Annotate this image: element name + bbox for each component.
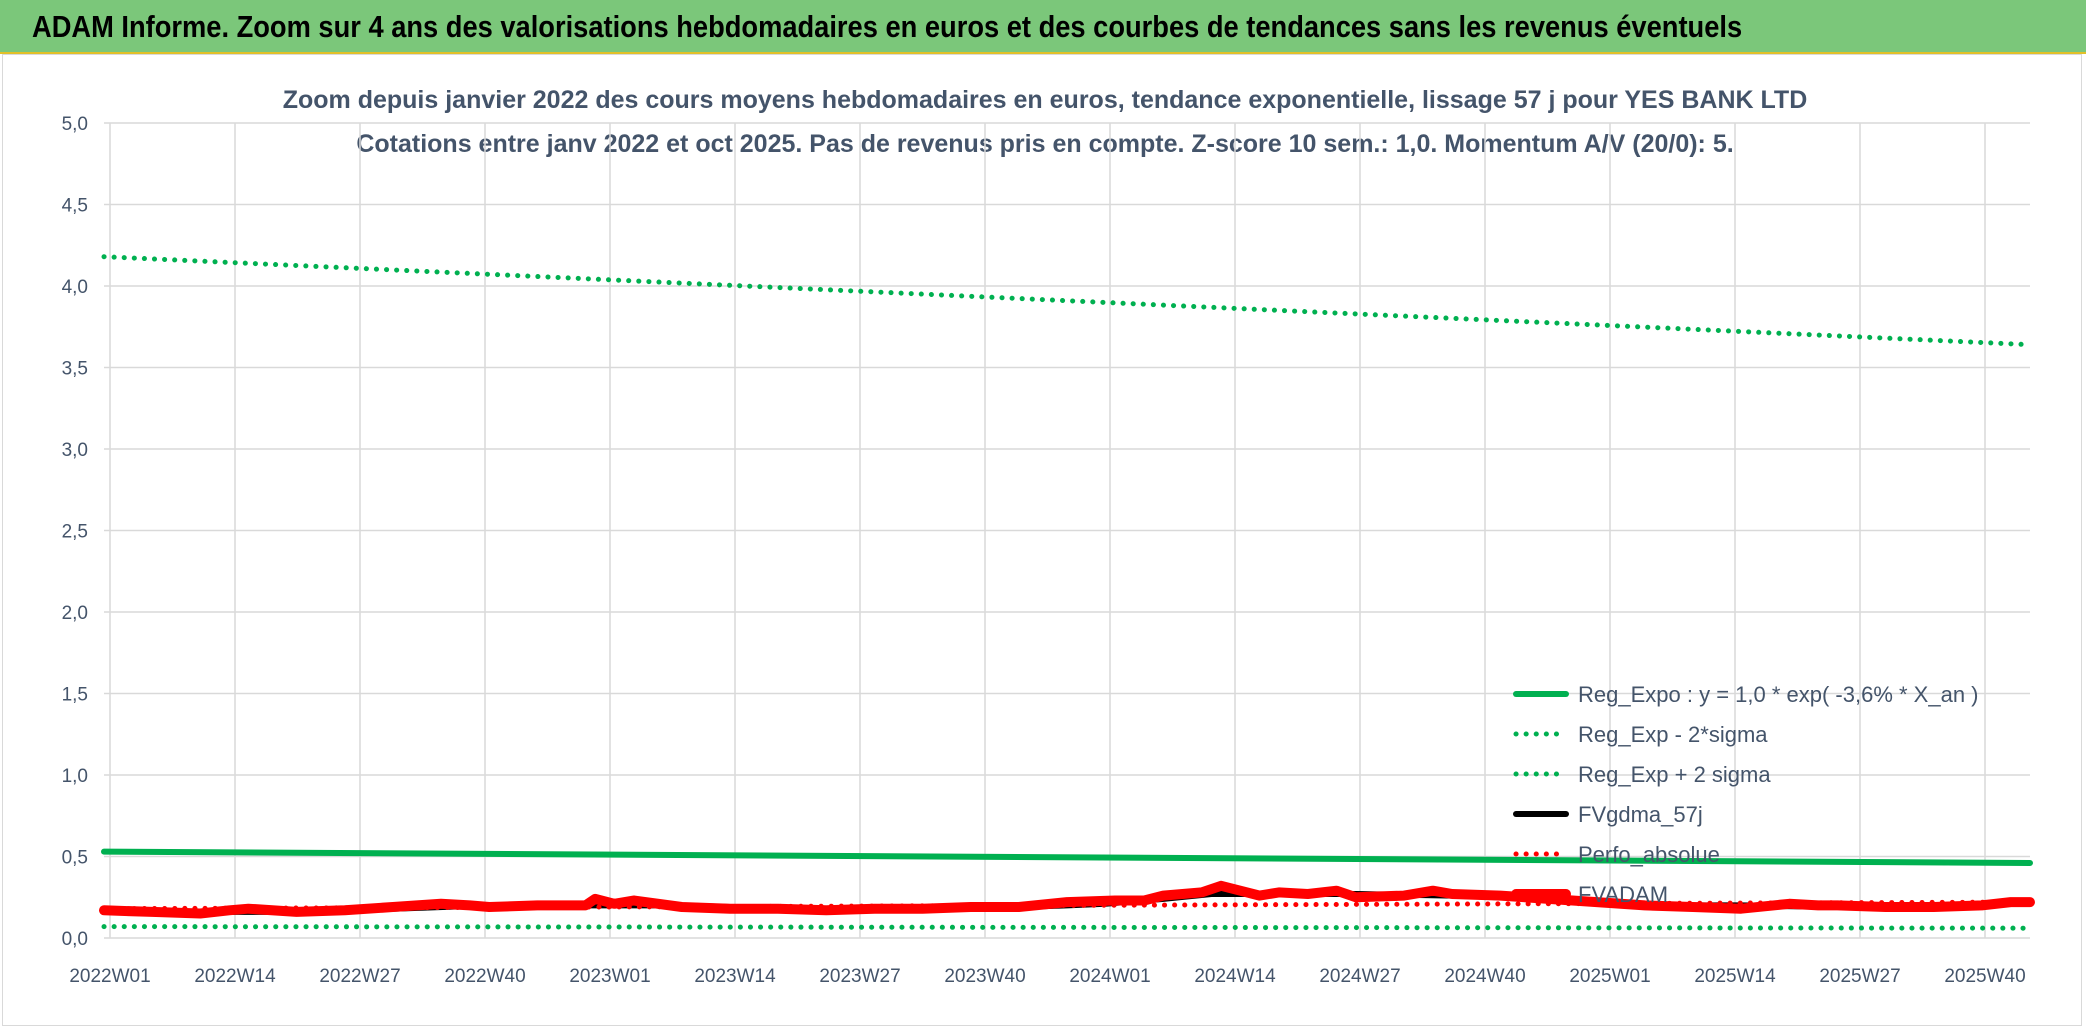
y-tick-label: 0,0 (62, 929, 88, 950)
chart-subtitle: Cotations entre janv 2022 et oct 2025. P… (356, 130, 1733, 158)
y-tick-label: 0,5 (62, 848, 88, 869)
x-tick-label: 2022W14 (194, 966, 276, 987)
series-line-1 (101, 848, 2033, 866)
x-tick-label: 2025W14 (1694, 966, 1776, 987)
x-tick-label: 2023W27 (819, 966, 900, 987)
x-tick-label: 2025W01 (1569, 966, 1650, 987)
legend-label: FVADAM (1578, 882, 1668, 907)
legend-label: FVgdma_57j (1578, 802, 1703, 827)
x-tick-label: 2023W14 (694, 966, 776, 987)
y-tick-label: 3,5 (62, 359, 88, 380)
y-tick-label: 2,0 (62, 603, 88, 624)
x-tick-label: 2023W40 (944, 966, 1025, 987)
x-tick-label: 2022W40 (444, 966, 525, 987)
report-title: ADAM Informe. Zoom sur 4 ans des valoris… (32, 9, 1743, 44)
x-tick-label: 2023W01 (569, 966, 650, 987)
x-tick-label: 2025W40 (1944, 966, 2025, 987)
y-tick-label: 1,5 (62, 685, 88, 706)
report-header: ADAM Informe. Zoom sur 4 ans des valoris… (0, 0, 2086, 54)
x-tick-label: 2024W27 (1319, 966, 1400, 987)
y-tick-label: 3,0 (62, 440, 88, 461)
series-line-6 (99, 880, 2035, 919)
x-tick-label: 2022W01 (69, 966, 150, 987)
y-tick-label: 2,5 (62, 522, 88, 543)
y-tick-label: 5,0 (62, 114, 88, 135)
series-group (99, 254, 2035, 931)
grid (104, 122, 2030, 939)
series-line-2 (101, 924, 2033, 931)
y-tick-label: 1,0 (62, 766, 88, 787)
x-tick-label: 2024W40 (1444, 966, 1525, 987)
legend-label: Reg_Expo : y = 1,0 * exp( -3,6% * X_an ) (1578, 682, 1979, 707)
y-axis-labels: 0,0 0,5 1,0 1,5 2,0 2,5 3,0 3,5 4,0 4,5 5,0 (62, 114, 88, 950)
chart-title: Zoom depuis janvier 2022 des cours moyen… (283, 86, 1808, 114)
legend-label: Reg_Exp - 2*sigma (1578, 722, 1768, 747)
series-line-3 (101, 254, 2033, 348)
y-tick-label: 4,5 (62, 196, 88, 217)
x-axis-labels: 2022W01 2022W14 2022W27 2022W40 2023W01 2023W… (69, 966, 2025, 987)
x-tick-label: 2025W27 (1819, 966, 1900, 987)
legend-label: Reg_Exp + 2 sigma (1578, 762, 1771, 787)
legend: Reg_Expo : y = 1,0 * exp( -3,6% * X_an )… (1511, 682, 1979, 907)
chart-area-border (2, 54, 2082, 1026)
x-tick-label: 2024W14 (1194, 966, 1276, 987)
x-tick-label: 2022W27 (319, 966, 400, 987)
legend-label: Perfo_absolue (1578, 842, 1720, 867)
x-tick-label: 2024W01 (1069, 966, 1150, 987)
y-tick-label: 4,0 (62, 277, 88, 298)
